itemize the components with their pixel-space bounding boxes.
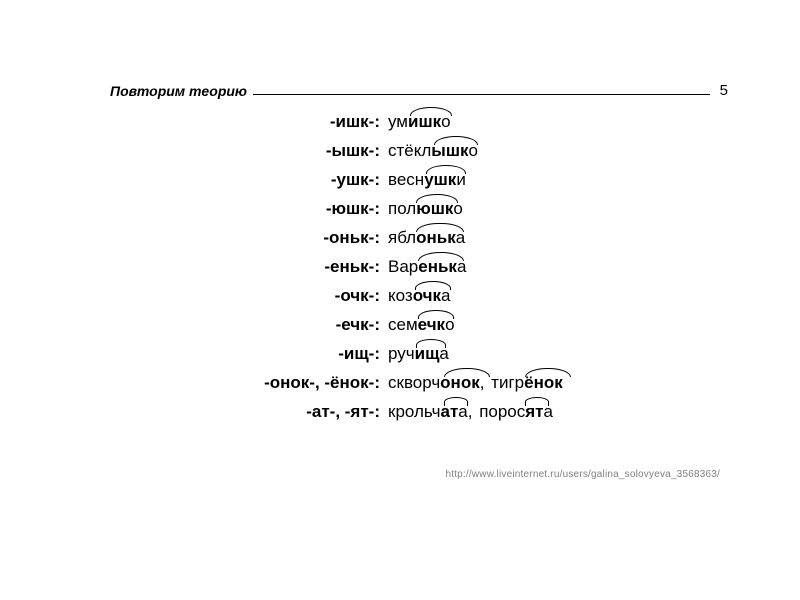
suffix-label: -ат-, -ят-: (0, 402, 388, 422)
table-row: -онок-, -ёнок-:скворчонок, тигрёнок (0, 373, 800, 402)
word-stem: ум (388, 112, 408, 131)
source-credit: http://www.liveinternet.ru/users/galina_… (445, 469, 720, 480)
table-row: -ечк-:семечко (0, 315, 800, 344)
example-words: скворчонок, тигрёнок (388, 373, 563, 393)
suffix-label: -оньк-: (0, 228, 388, 248)
word-stem: стёкл (388, 141, 431, 160)
table-row: -ишк-:умишко (0, 112, 800, 141)
suffix-arc-icon (426, 165, 466, 174)
suffix-label: -ишк-: (0, 112, 388, 132)
example-words: умишко (388, 112, 451, 132)
word-stem: Вар (388, 257, 418, 276)
table-row: -ищ-:ручища (0, 344, 800, 373)
example-words: веснушки (388, 170, 466, 190)
word-stem: пол (388, 199, 416, 218)
suffix-arc-icon (525, 397, 549, 406)
header-title: Повторим теорию (110, 83, 253, 99)
example-word: Варенька (388, 257, 466, 277)
suffix-arc-icon (410, 107, 452, 116)
suffix-label: -ушк-: (0, 170, 388, 190)
page: Повторим теорию 5 -ишк-:умишко-ышк-:стёк… (0, 0, 800, 600)
example-word: стёклышко (388, 141, 478, 161)
example-word: поросята (479, 402, 553, 422)
suffix-label: -ышк-: (0, 141, 388, 161)
suffix-label: -очк-: (0, 286, 388, 306)
word-stem: коз (388, 286, 413, 305)
example-words: крольчата, поросята (388, 402, 553, 422)
table-row: -юшк-:полюшко (0, 199, 800, 228)
example-word: веснушки (388, 170, 466, 190)
suffix-label: -еньк-: (0, 257, 388, 277)
example-word: скворчонок (388, 373, 480, 393)
suffix-label: -ищ-: (0, 344, 388, 364)
word-stem: скворч (388, 373, 440, 392)
page-number: 5 (710, 82, 728, 99)
word-stem: весн (388, 170, 424, 189)
example-word: яблонька (388, 228, 465, 248)
word-stem: тигр (491, 373, 524, 392)
word-stem: ябл (388, 228, 416, 247)
suffix-label: -юшк-: (0, 199, 388, 219)
example-words: яблонька (388, 228, 465, 248)
suffix-label: -ечк-: (0, 315, 388, 335)
example-word: умишко (388, 112, 451, 132)
table-row: -еньк-:Варенька (0, 257, 800, 286)
table-row: -ышк-:стёклышко (0, 141, 800, 170)
example-words: стёклышко (388, 141, 478, 161)
example-words: козочка (388, 286, 451, 306)
header-rule (253, 94, 710, 95)
word-separator: , (468, 402, 479, 421)
table-row: -оньк-:яблонька (0, 228, 800, 257)
word-stem: крольч (388, 402, 440, 421)
suffix-arc-icon (444, 397, 468, 406)
example-word: полюшко (388, 199, 463, 219)
word-stem: руч (388, 344, 415, 363)
example-words: ручища (388, 344, 449, 364)
word-stem: порос (479, 402, 525, 421)
example-word: тигрёнок (491, 373, 563, 393)
example-words: Варенька (388, 257, 466, 277)
table-row: -ушк-:веснушки (0, 170, 800, 199)
suffix-arc-icon (416, 339, 446, 348)
suffix-arc-icon (415, 281, 451, 290)
example-word: крольчата (388, 402, 468, 422)
example-word: ручища (388, 344, 449, 364)
suffix-label: -онок-, -ёнок-: (0, 373, 388, 393)
example-word: семечко (388, 315, 455, 335)
example-words: полюшко (388, 199, 463, 219)
page-header: Повторим теорию 5 (110, 82, 728, 99)
word-stem: сем (388, 315, 418, 334)
table-row: -ат-, -ят-:крольчата, поросята (0, 402, 800, 431)
suffix-arc-icon (418, 310, 454, 319)
table-row: -очк-:козочка (0, 286, 800, 315)
example-word: козочка (388, 286, 451, 306)
suffix-table: -ишк-:умишко-ышк-:стёклышко-ушк-:веснушк… (0, 112, 800, 431)
example-words: семечко (388, 315, 455, 335)
